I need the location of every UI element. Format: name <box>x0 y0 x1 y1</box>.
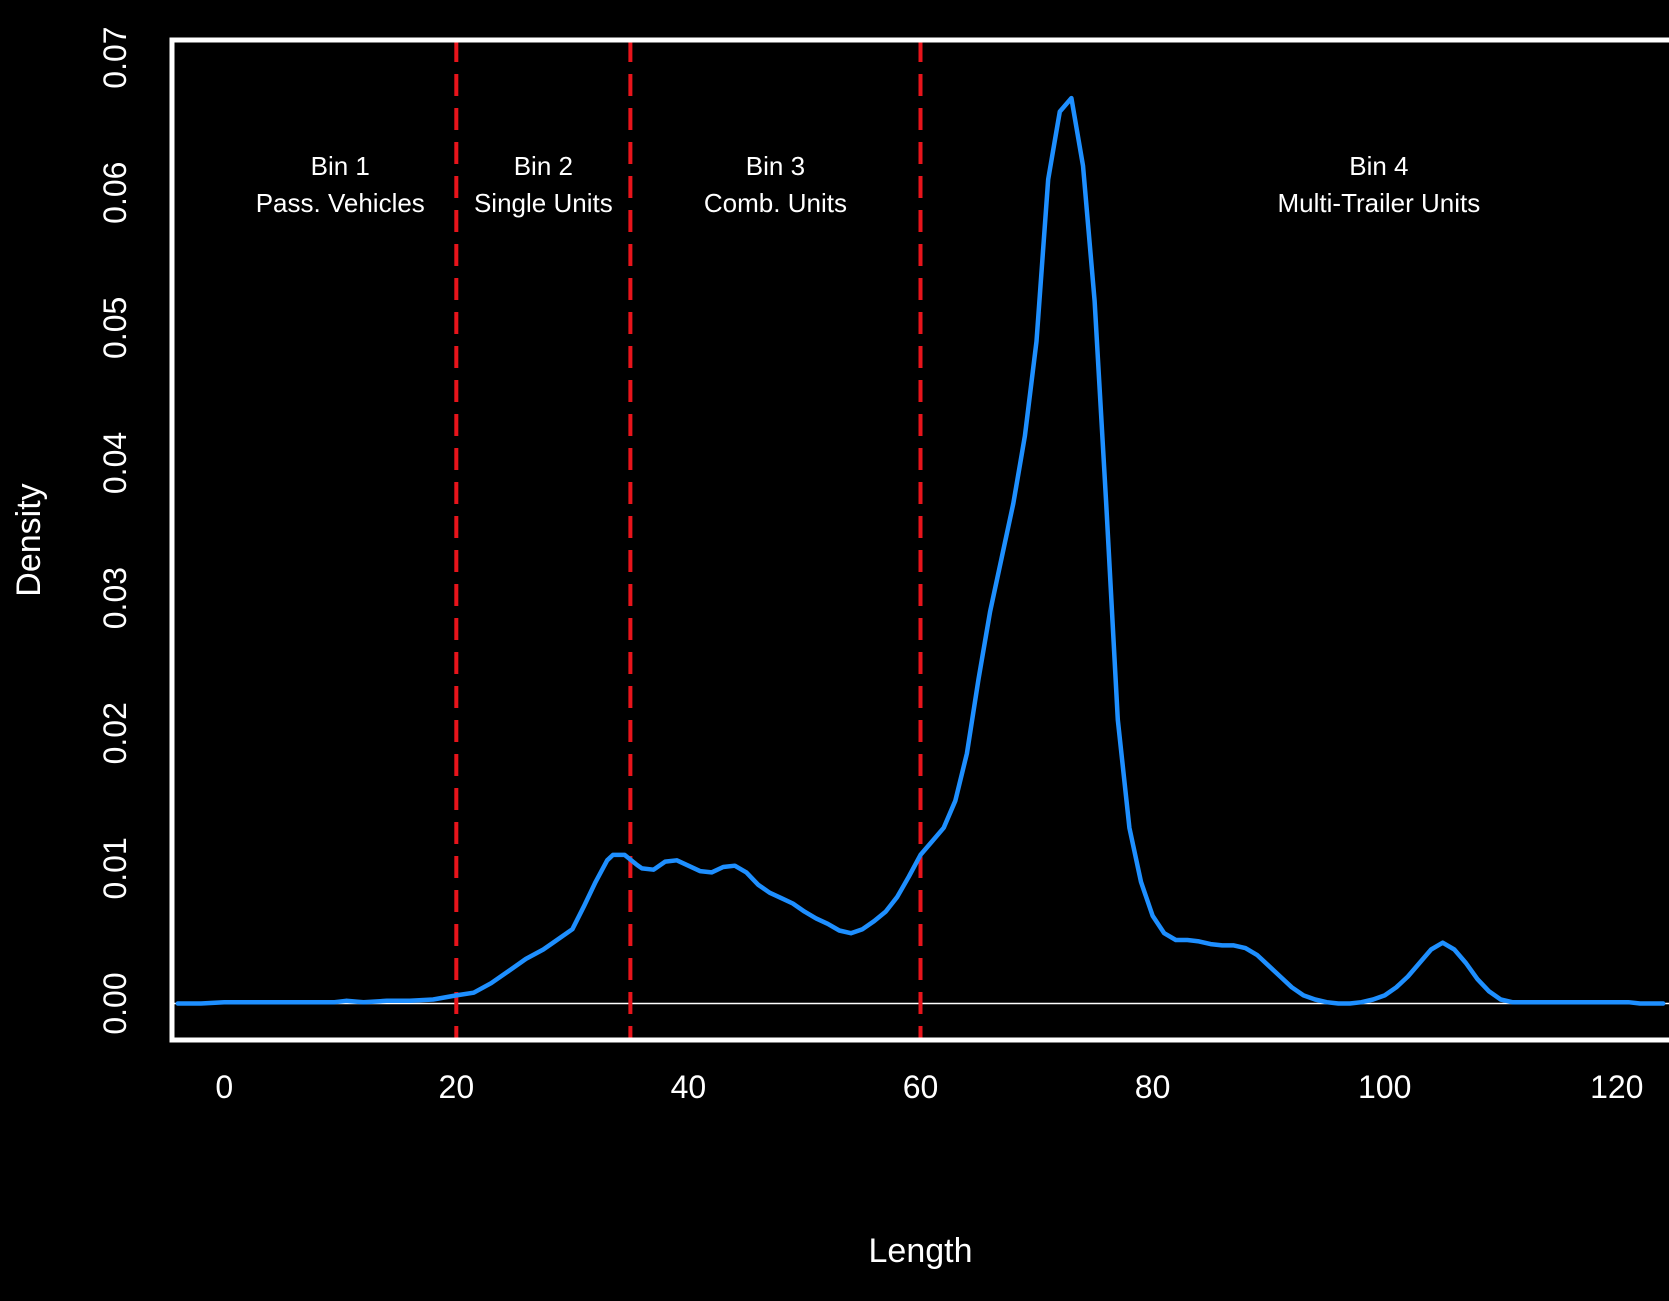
y-tick-label: 0.01 <box>97 837 133 899</box>
x-axis-title: Length <box>869 1232 973 1270</box>
bin-4-label-line-2: Multi-Trailer Units <box>1278 188 1481 218</box>
y-tick-label: 0.07 <box>97 26 133 88</box>
y-axis: 0.00 0.01 0.02 0.03 0.04 0.05 0.06 0.07 <box>97 26 133 1034</box>
y-tick-label: 0.05 <box>97 297 133 359</box>
bin-3-label: Bin 3 Comb. Units <box>704 151 847 218</box>
bin-2-label: Bin 2 Single Units <box>474 151 613 218</box>
bin-4-label-line-1: Bin 4 <box>1349 151 1408 181</box>
y-tick-label: 0.03 <box>97 567 133 629</box>
x-tick-label: 0 <box>215 1069 233 1105</box>
plot-frame <box>169 37 1669 1043</box>
x-tick-label: 80 <box>1135 1069 1171 1105</box>
bin-1-label: Bin 1 Pass. Vehicles <box>256 151 425 218</box>
reference-lines <box>172 40 1669 1040</box>
x-axis: 0 20 40 60 80 100 120 <box>215 1069 1643 1105</box>
y-tick-label: 0.00 <box>97 972 133 1034</box>
x-tick-label: 100 <box>1358 1069 1411 1105</box>
x-tick-label: 40 <box>671 1069 707 1105</box>
bin-2-label-line-1: Bin 2 <box>514 151 573 181</box>
y-axis-title: Density <box>10 483 48 596</box>
bin-1-label-line-1: Bin 1 <box>311 151 370 181</box>
bin-1-label-line-2: Pass. Vehicles <box>256 188 425 218</box>
bin-4-label: Bin 4 Multi-Trailer Units <box>1278 151 1481 218</box>
x-tick-label: 120 <box>1590 1069 1643 1105</box>
y-tick-label: 0.02 <box>97 702 133 764</box>
plot-frame-group <box>169 37 1669 1043</box>
bin-3-label-line-1: Bin 3 <box>746 151 805 181</box>
x-tick-label: 20 <box>439 1069 475 1105</box>
bin-3-label-line-2: Comb. Units <box>704 188 847 218</box>
x-tick-label: 60 <box>903 1069 939 1105</box>
series-group <box>175 95 1666 1006</box>
bin-2-label-line-2: Single Units <box>474 188 613 218</box>
y-tick-label: 0.06 <box>97 162 133 224</box>
density-curve-line <box>175 95 1666 1006</box>
y-tick-label: 0.04 <box>97 432 133 494</box>
